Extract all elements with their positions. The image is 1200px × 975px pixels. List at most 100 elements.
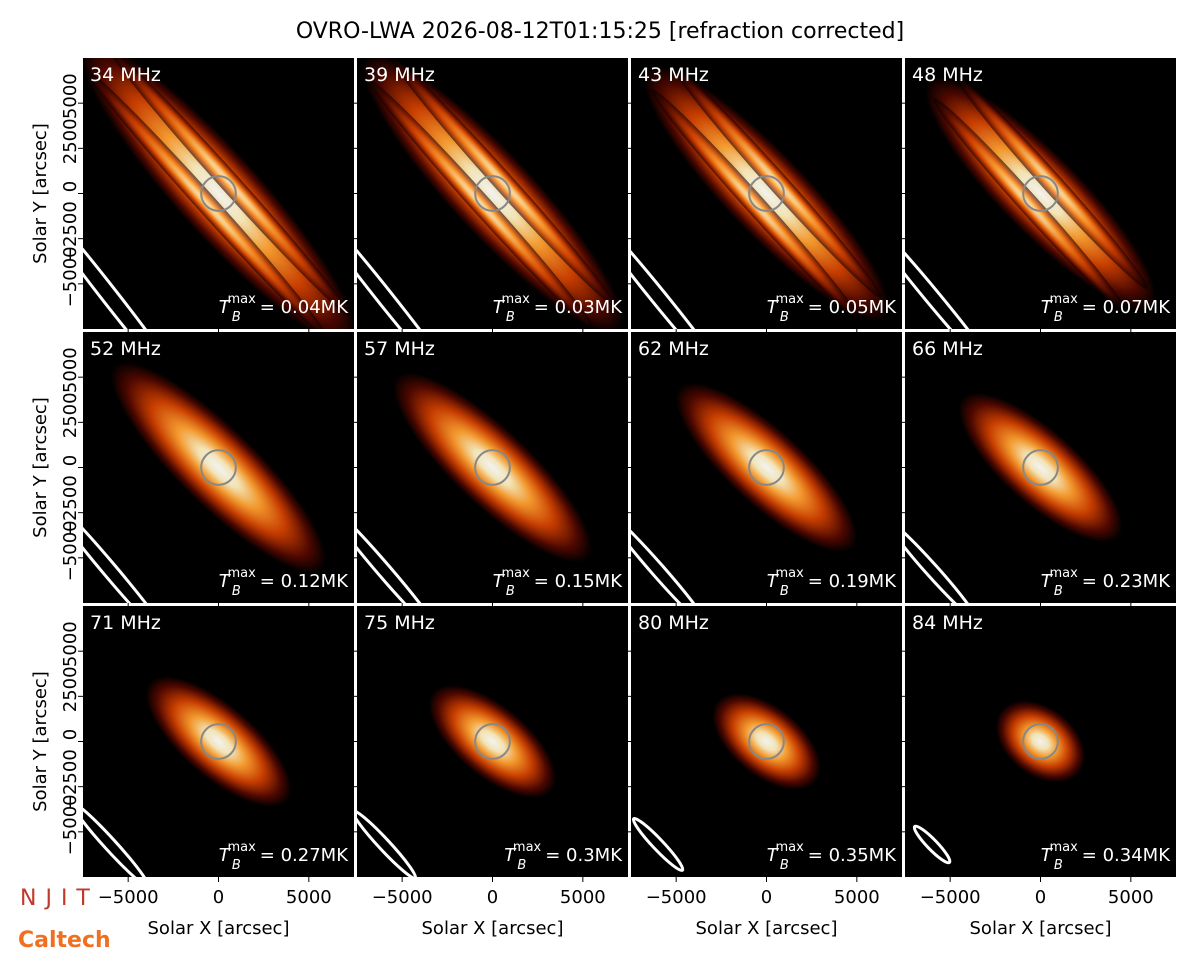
- y-axis-label: Solar Y [arcsec]: [30, 397, 51, 538]
- tmax-subscript: B: [780, 584, 789, 599]
- frequency-label: 71 MHz: [90, 612, 161, 634]
- tmax-symbol: T: [767, 571, 780, 592]
- tmax-subscript: B: [232, 310, 241, 325]
- tmax-value: = 0.27MK: [260, 845, 349, 866]
- tmax-symbol: T: [1041, 845, 1054, 866]
- x-tick-label: 5000: [286, 887, 332, 908]
- solar-disk: [1022, 175, 1059, 212]
- y-axis-label: Solar Y [arcsec]: [30, 123, 51, 264]
- tmax-value: = 0.12MK: [260, 571, 349, 592]
- solar-disk: [474, 175, 511, 212]
- beam: [83, 801, 150, 877]
- emission: [995, 700, 1086, 783]
- tmax-superscript: max: [775, 292, 804, 307]
- image: [357, 685, 557, 877]
- tmax-value: = 0.04MK: [260, 297, 349, 318]
- image: [83, 58, 354, 329]
- beam: [631, 816, 685, 872]
- panel: 43 MHz = 0.05MK max BT: [626, 58, 902, 334]
- tmax-subscript: B: [232, 584, 241, 599]
- y-tick-label: −2500: [60, 749, 81, 810]
- y-tick-label: 2500: [60, 392, 81, 438]
- tmax-subscript: B: [780, 858, 789, 873]
- tmax-superscript: max: [501, 566, 530, 581]
- solar-disk: [748, 723, 785, 760]
- solar-disk: [474, 449, 511, 486]
- frequency-label: 57 MHz: [364, 338, 435, 360]
- emission: [643, 65, 890, 322]
- image: [912, 700, 1086, 865]
- y-tick-label: 0: [60, 181, 81, 192]
- tmax-superscript: max: [775, 840, 804, 855]
- y-tick-label: −5000: [60, 794, 81, 855]
- frequency-label: 80 MHz: [638, 612, 709, 634]
- emission-streak: [109, 58, 351, 317]
- panel: 80 MHz = 0.35MK max BT −5000 0 5000 Solar X [ar…: [626, 606, 902, 939]
- frequency-label: 34 MHz: [90, 64, 161, 86]
- solar-disk: [1022, 723, 1059, 760]
- tmax-subscript: B: [780, 310, 789, 325]
- panel: 84 MHz = 0.34MK max BT −5000 0 5000 Solar X [ar…: [900, 606, 1176, 939]
- solar-disk: [748, 449, 785, 486]
- tmax-superscript: max: [1049, 566, 1078, 581]
- panel: 62 MHz = 0.19MK max BT: [626, 332, 902, 608]
- emission: [925, 77, 1156, 310]
- tmax-symbol: T: [493, 297, 506, 318]
- x-axis-label: Solar X [arcsec]: [696, 918, 838, 939]
- tmax-value: = 0.34MK: [1082, 845, 1171, 866]
- frequency-label: 39 MHz: [364, 64, 435, 86]
- frequency-label: 84 MHz: [912, 612, 983, 634]
- tmax-symbol: T: [493, 571, 506, 592]
- y-tick-label: 2500: [60, 118, 81, 164]
- emission: [393, 372, 592, 563]
- emission: [145, 676, 292, 807]
- emission-streak: [368, 79, 594, 329]
- x-axis-label: Solar X [arcsec]: [422, 918, 564, 939]
- y-tick-label: 2500: [60, 666, 81, 712]
- beam: [357, 193, 467, 329]
- tmax-symbol: T: [219, 297, 232, 318]
- frequency-label: 43 MHz: [638, 64, 709, 86]
- panel: 66 MHz = 0.23MK max BT: [900, 332, 1176, 608]
- panel: 39 MHz = 0.03MK max BT: [352, 58, 628, 334]
- beam: [357, 502, 444, 603]
- emission-streak: [673, 66, 882, 299]
- y-tick-label: −5000: [60, 246, 81, 307]
- y-tick-label: 5000: [60, 621, 81, 667]
- x-axis-label: Solar X [arcsec]: [970, 918, 1112, 939]
- panel: 57 MHz = 0.15MK max BT: [352, 332, 628, 608]
- tmax-value: = 0.03MK: [534, 297, 623, 318]
- beam: [357, 809, 418, 877]
- tmax-subscript: B: [506, 584, 515, 599]
- frequency-label: 48 MHz: [912, 64, 983, 86]
- beam: [631, 202, 735, 329]
- solar-disk: [1022, 449, 1059, 486]
- tmax-symbol: T: [767, 845, 780, 866]
- image: [905, 392, 1123, 603]
- tmax-symbol: T: [1041, 571, 1054, 592]
- emission: [83, 58, 354, 329]
- y-tick-label: 5000: [60, 73, 81, 119]
- y-tick-label: 5000: [60, 347, 81, 393]
- tmax-subscript: B: [517, 858, 526, 873]
- x-tick-label: −5000: [920, 887, 981, 908]
- x-tick-label: 0: [1035, 887, 1046, 908]
- x-tick-label: 0: [761, 887, 772, 908]
- frequency-label: 62 MHz: [638, 338, 709, 360]
- tmax-superscript: max: [1049, 840, 1078, 855]
- tmax-subscript: B: [1054, 310, 1063, 325]
- frequency-label: 52 MHz: [90, 338, 161, 360]
- emission: [428, 685, 557, 798]
- emission: [958, 392, 1123, 543]
- tmax-superscript: max: [227, 840, 256, 855]
- beam: [631, 510, 711, 603]
- image: [83, 676, 292, 877]
- tmax-symbol: T: [219, 571, 232, 592]
- tmax-value: = 0.05MK: [808, 297, 897, 318]
- x-tick-label: 5000: [1108, 887, 1154, 908]
- y-axis-label: Solar Y [arcsec]: [30, 671, 51, 812]
